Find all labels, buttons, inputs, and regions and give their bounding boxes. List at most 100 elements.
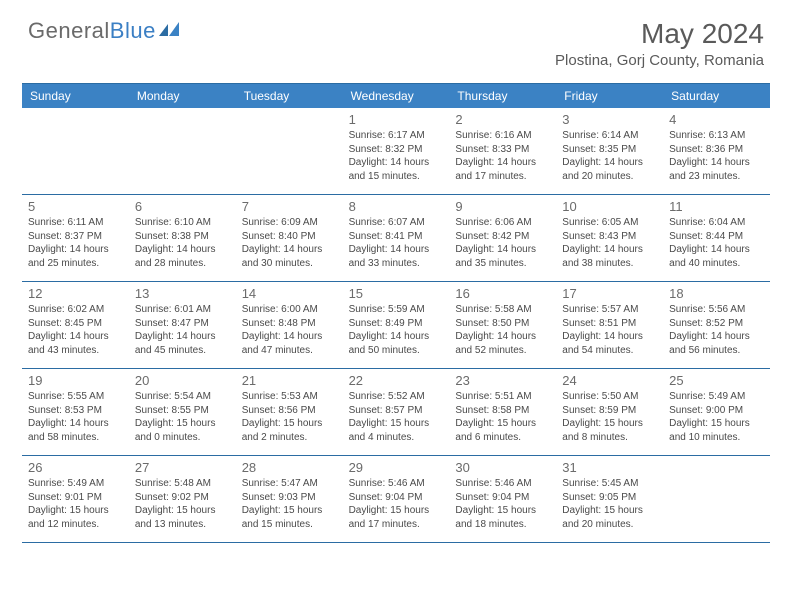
day-number: 3	[562, 112, 657, 127]
daylight-text: Daylight: 15 hours	[135, 504, 230, 518]
daylight-text: and 56 minutes.	[669, 344, 764, 358]
daylight-text: Daylight: 14 hours	[28, 243, 123, 257]
sunset-text: Sunset: 9:00 PM	[669, 404, 764, 418]
sunrise-text: Sunrise: 5:48 AM	[135, 477, 230, 491]
calendar-day-cell: 24Sunrise: 5:50 AMSunset: 8:59 PMDayligh…	[556, 369, 663, 455]
calendar-day-cell: 17Sunrise: 5:57 AMSunset: 8:51 PMDayligh…	[556, 282, 663, 368]
sunset-text: Sunset: 8:53 PM	[28, 404, 123, 418]
daylight-text: Daylight: 15 hours	[562, 417, 657, 431]
weeks-container: 1Sunrise: 6:17 AMSunset: 8:32 PMDaylight…	[22, 108, 770, 543]
daylight-text: Daylight: 14 hours	[242, 330, 337, 344]
daylight-text: Daylight: 14 hours	[242, 243, 337, 257]
day-number: 27	[135, 460, 230, 475]
day-number: 5	[28, 199, 123, 214]
day-number: 1	[349, 112, 444, 127]
daylight-text: and 30 minutes.	[242, 257, 337, 271]
day-number: 28	[242, 460, 337, 475]
sunrise-text: Sunrise: 6:17 AM	[349, 129, 444, 143]
sunset-text: Sunset: 9:03 PM	[242, 491, 337, 505]
calendar-day-cell: 1Sunrise: 6:17 AMSunset: 8:32 PMDaylight…	[343, 108, 450, 194]
sunrise-text: Sunrise: 5:58 AM	[455, 303, 550, 317]
sunset-text: Sunset: 9:05 PM	[562, 491, 657, 505]
daylight-text: Daylight: 15 hours	[349, 504, 444, 518]
calendar-day-cell: 19 Sunrise: 5:55 AMSunset: 8:53 PMDayligh…	[22, 369, 129, 455]
sunrise-text: Sunrise: 5:56 AM	[669, 303, 764, 317]
sunrise-text: Sunrise: 5:50 AM	[562, 390, 657, 404]
daylight-text: Daylight: 14 hours	[349, 243, 444, 257]
daylight-text: and 38 minutes.	[562, 257, 657, 271]
day-number: 11	[669, 199, 764, 214]
calendar-grid: SundayMondayTuesdayWednesdayThursdayFrid…	[22, 83, 770, 543]
daylight-text: and 25 minutes.	[28, 257, 123, 271]
daylight-text: Daylight: 14 hours	[562, 330, 657, 344]
sunset-text: Sunset: 8:56 PM	[242, 404, 337, 418]
location-subtitle: Plostina, Gorj County, Romania	[555, 52, 764, 69]
calendar-day-cell: 6Sunrise: 6:10 AMSunset: 8:38 PMDaylight…	[129, 195, 236, 281]
day-header-row: SundayMondayTuesdayWednesdayThursdayFrid…	[22, 84, 770, 108]
calendar-day-cell: 26Sunrise: 5:49 AMSunset: 9:01 PMDayligh…	[22, 456, 129, 542]
calendar-day-cell: 9Sunrise: 6:06 AMSunset: 8:42 PMDaylight…	[449, 195, 556, 281]
sunrise-text: Sunrise: 6:02 AM	[28, 303, 123, 317]
sunset-text: Sunset: 8:40 PM	[242, 230, 337, 244]
sunrise-text: Sunrise: 5:55 AM	[28, 390, 123, 404]
calendar-week-row: 1Sunrise: 6:17 AMSunset: 8:32 PMDaylight…	[22, 108, 770, 195]
day-number: 23	[455, 373, 550, 388]
day-header: Monday	[129, 84, 236, 108]
daylight-text: Daylight: 14 hours	[28, 417, 123, 431]
sunset-text: Sunset: 8:59 PM	[562, 404, 657, 418]
sunset-text: Sunset: 8:33 PM	[455, 143, 550, 157]
sunset-text: Sunset: 8:41 PM	[349, 230, 444, 244]
sunset-text: Sunset: 9:04 PM	[349, 491, 444, 505]
daylight-text: and 33 minutes.	[349, 257, 444, 271]
daylight-text: and 47 minutes.	[242, 344, 337, 358]
calendar-day-cell	[129, 108, 236, 194]
sunrise-text: Sunrise: 5:45 AM	[562, 477, 657, 491]
daylight-text: and 18 minutes.	[455, 518, 550, 532]
daylight-text: and 15 minutes.	[349, 170, 444, 184]
daylight-text: Daylight: 14 hours	[562, 243, 657, 257]
calendar-week-row: 5Sunrise: 6:11 AMSunset: 8:37 PMDaylight…	[22, 195, 770, 282]
calendar-day-cell: 22Sunrise: 5:52 AMSunset: 8:57 PMDayligh…	[343, 369, 450, 455]
calendar-day-cell: 28Sunrise: 5:47 AMSunset: 9:03 PMDayligh…	[236, 456, 343, 542]
day-header: Saturday	[663, 84, 770, 108]
sunrise-text: Sunrise: 6:06 AM	[455, 216, 550, 230]
day-header: Thursday	[449, 84, 556, 108]
daylight-text: and 35 minutes.	[455, 257, 550, 271]
daylight-text: and 20 minutes.	[562, 518, 657, 532]
day-number: 19	[28, 373, 123, 388]
sunrise-text: Sunrise: 6:11 AM	[28, 216, 123, 230]
logo: GeneralBlue	[28, 18, 179, 44]
day-number: 26	[28, 460, 123, 475]
sunrise-text: Sunrise: 5:49 AM	[669, 390, 764, 404]
sunset-text: Sunset: 8:45 PM	[28, 317, 123, 331]
day-number: 31	[562, 460, 657, 475]
sunrise-text: Sunrise: 6:13 AM	[669, 129, 764, 143]
day-number: 16	[455, 286, 550, 301]
sunset-text: Sunset: 8:35 PM	[562, 143, 657, 157]
sunset-text: Sunset: 8:44 PM	[669, 230, 764, 244]
daylight-text: and 15 minutes.	[242, 518, 337, 532]
day-number: 9	[455, 199, 550, 214]
calendar-day-cell: 11Sunrise: 6:04 AMSunset: 8:44 PMDayligh…	[663, 195, 770, 281]
sunset-text: Sunset: 8:55 PM	[135, 404, 230, 418]
daylight-text: and 17 minutes.	[455, 170, 550, 184]
calendar-day-cell: 8Sunrise: 6:07 AMSunset: 8:41 PMDaylight…	[343, 195, 450, 281]
sunrise-text: Sunrise: 6:01 AM	[135, 303, 230, 317]
daylight-text: and 2 minutes.	[242, 431, 337, 445]
day-number: 13	[135, 286, 230, 301]
calendar-day-cell: 7Sunrise: 6:09 AMSunset: 8:40 PMDaylight…	[236, 195, 343, 281]
sunset-text: Sunset: 8:47 PM	[135, 317, 230, 331]
daylight-text: and 23 minutes.	[669, 170, 764, 184]
sunset-text: Sunset: 8:50 PM	[455, 317, 550, 331]
sunrise-text: Sunrise: 6:05 AM	[562, 216, 657, 230]
sunrise-text: Sunrise: 6:04 AM	[669, 216, 764, 230]
logo-text-2: Blue	[110, 18, 156, 43]
sail-icon	[159, 22, 179, 36]
sunset-text: Sunset: 8:42 PM	[455, 230, 550, 244]
daylight-text: Daylight: 14 hours	[455, 156, 550, 170]
daylight-text: Daylight: 15 hours	[242, 417, 337, 431]
daylight-text: and 45 minutes.	[135, 344, 230, 358]
sunrise-text: Sunrise: 6:14 AM	[562, 129, 657, 143]
daylight-text: and 13 minutes.	[135, 518, 230, 532]
calendar-day-cell: 31Sunrise: 5:45 AMSunset: 9:05 PMDayligh…	[556, 456, 663, 542]
